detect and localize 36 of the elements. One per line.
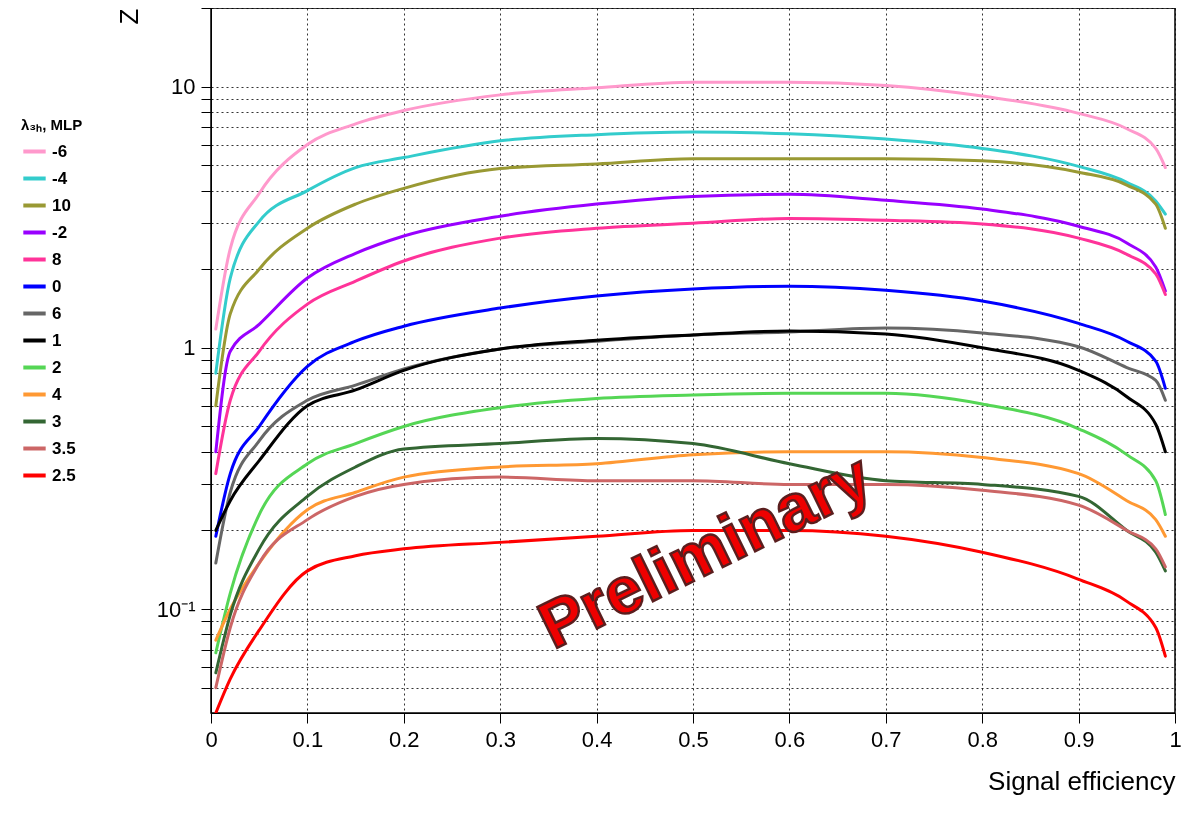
line-series (214, 80, 1167, 331)
line-series (214, 391, 1167, 655)
y-tick-label: 1 (183, 335, 196, 361)
x-tick-label: 0.8 (967, 726, 998, 752)
legend-label: 2 (52, 357, 62, 377)
x-tick-label: 0.5 (678, 726, 709, 752)
y-tick-label: 10⁻¹ (156, 596, 196, 622)
legend-label: -4 (52, 168, 68, 188)
x-tick-label: 0.7 (871, 726, 902, 752)
legend-label: 3 (52, 411, 62, 431)
x-tick-label: 0.6 (774, 726, 806, 752)
legend-label: 8 (52, 249, 62, 269)
line-series (214, 436, 1167, 675)
legend-label: 0 (52, 276, 62, 296)
legend-label: -6 (52, 141, 68, 161)
legend-label: 3.5 (52, 438, 76, 458)
x-tick-label: 0.4 (581, 726, 613, 752)
y-tick-label: 10 (171, 74, 196, 100)
x-axis-title: Signal efficiency (988, 765, 1176, 796)
legend-label: 10 (52, 195, 71, 215)
legend-label: 2.5 (52, 465, 76, 485)
legend-label: 6 (52, 303, 62, 323)
legend-label: -2 (52, 222, 68, 242)
legend-label: 1 (52, 330, 62, 350)
x-tick-label: 0.3 (485, 726, 516, 752)
x-tick-label: 0.1 (292, 726, 324, 752)
legend-label: 4 (52, 384, 62, 404)
y-axis-title: Z (113, 8, 144, 25)
legend-title: λ₃ₕ, MLP (21, 116, 83, 133)
line-series (214, 192, 1167, 454)
line-series (214, 130, 1167, 375)
x-tick-label: 0 (205, 726, 218, 752)
line-series (214, 157, 1167, 408)
x-tick-label: 1 (1169, 726, 1182, 752)
x-tick-label: 0.2 (389, 726, 420, 752)
x-tick-label: 0.9 (1063, 726, 1095, 752)
